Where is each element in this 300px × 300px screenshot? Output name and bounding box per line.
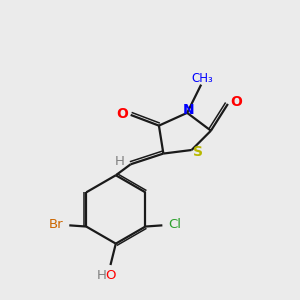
Text: O: O bbox=[116, 107, 128, 121]
Text: CH₃: CH₃ bbox=[192, 72, 214, 85]
Text: Br: Br bbox=[49, 218, 64, 231]
Text: N: N bbox=[183, 103, 194, 118]
Text: S: S bbox=[193, 145, 203, 159]
Text: O: O bbox=[105, 269, 116, 282]
Text: O: O bbox=[230, 95, 242, 110]
Text: H: H bbox=[114, 155, 124, 168]
Text: H: H bbox=[97, 269, 106, 282]
Text: Cl: Cl bbox=[168, 218, 181, 231]
